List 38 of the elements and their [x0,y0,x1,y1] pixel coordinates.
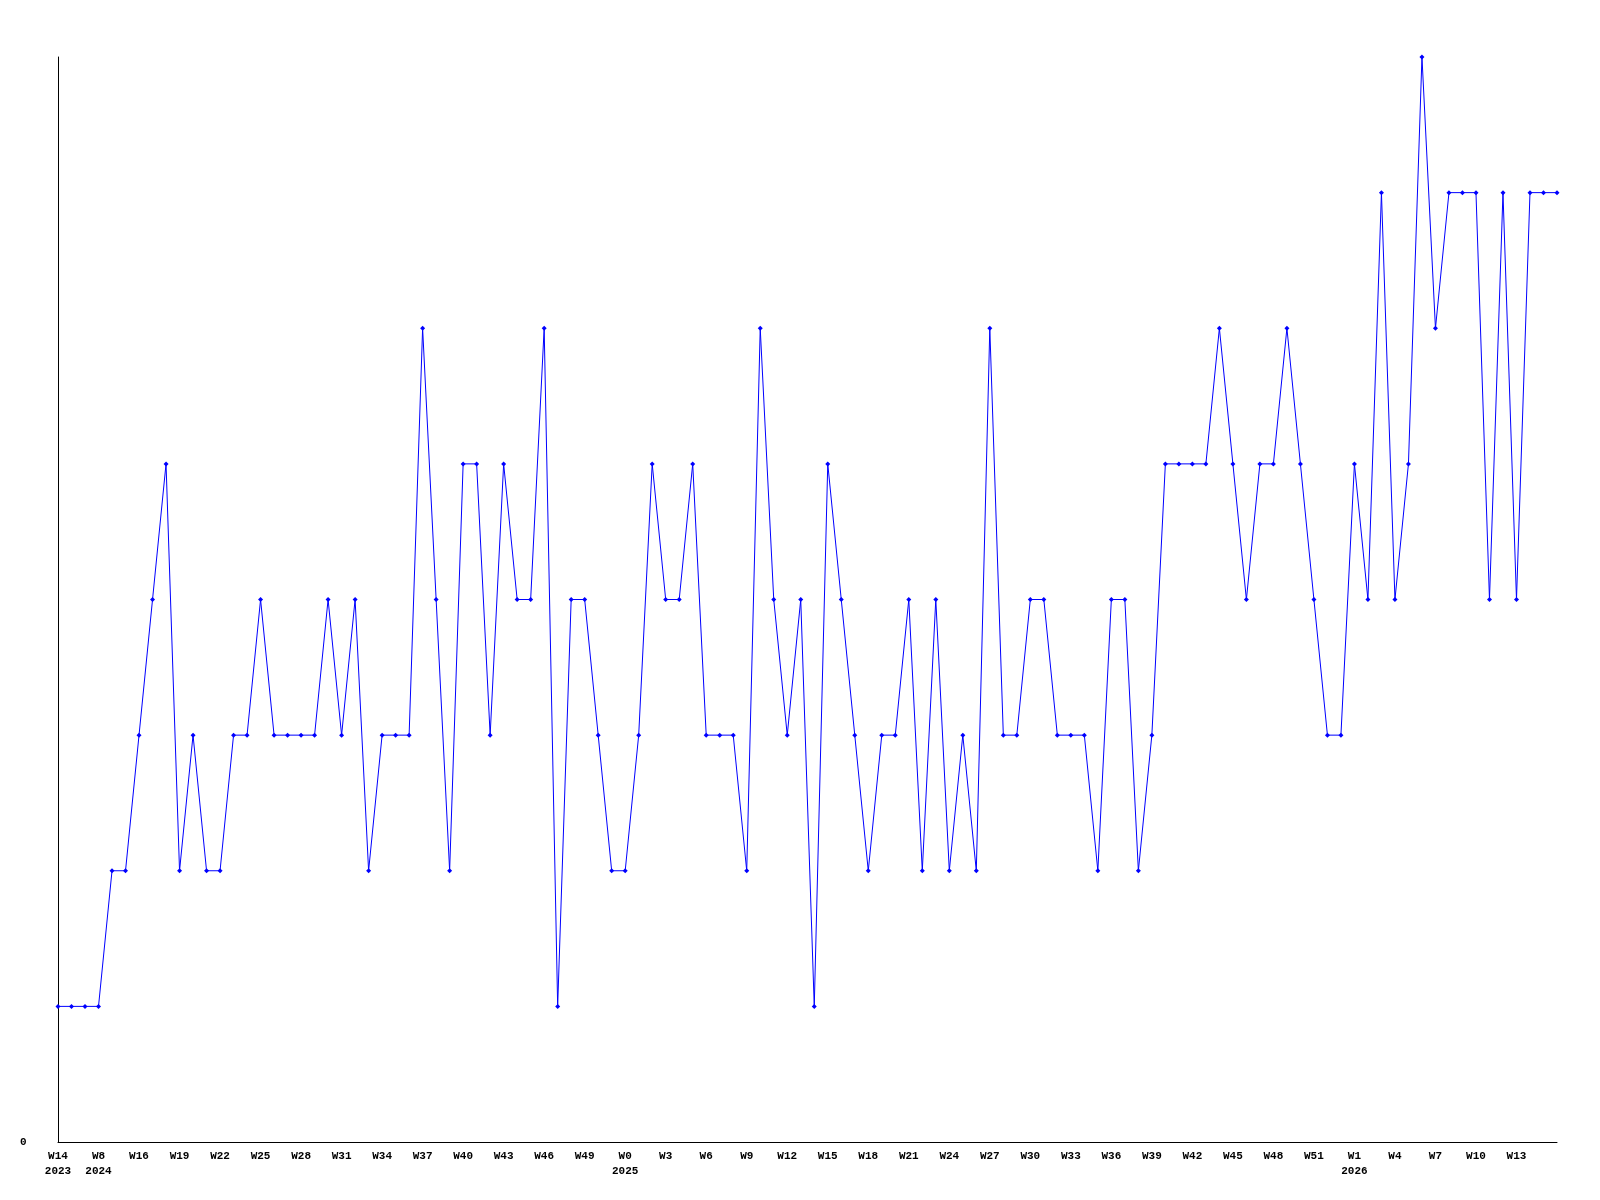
x-tick-label: W24 [939,1149,960,1162]
x-tick-label: W1 2026 [1341,1149,1368,1177]
x-tick-label: W4 [1388,1149,1402,1162]
x-tick-label: W49 [574,1149,595,1162]
x-tick-label: W46 [534,1149,555,1162]
x-tick-label: W51 [1304,1149,1325,1162]
x-tick-label: W3 [659,1149,673,1162]
x-tick-label: W40 [453,1149,474,1162]
x-tick-label: W14 2023 [44,1149,72,1177]
x-tick-label: W33 [1060,1149,1082,1162]
x-tick-label: W19 [169,1149,190,1162]
x-tick-label: W7 [1428,1149,1443,1162]
x-tick-label: W13 [1506,1149,1527,1162]
x-tick-label: W21 [898,1149,920,1162]
x-tick-label: W10 [1466,1149,1486,1162]
x-tick-label: W22 [210,1149,230,1162]
x-tick-label: W34 [372,1149,393,1162]
x-tick-label: W39 [1141,1149,1162,1162]
x-tick-label: W16 [129,1149,149,1162]
x-tick-label: W43 [493,1149,514,1162]
x-tick-label: W27 [979,1149,1000,1162]
x-tick-label: W9 [740,1149,754,1162]
x-tick-label: W31 [331,1149,352,1162]
x-tick-label: W25 [250,1149,271,1162]
x-tick-label: W30 [1020,1149,1041,1162]
x-tick-label: W15 [817,1149,839,1162]
x-tick-label: W36 [1101,1149,1122,1162]
x-tick-label: W0 2025 [611,1149,639,1177]
x-tick-label: W42 [1182,1149,1203,1162]
x-tick-label: W18 [858,1149,879,1162]
x-tick-label: W28 [291,1149,312,1162]
x-tick-label: W8 2024 [85,1149,113,1177]
text: 0 [20,1135,27,1148]
x-tick-label: W37 [412,1149,433,1162]
x-tick-label: W12 [777,1149,798,1162]
x-tick-label: W6 [699,1149,713,1162]
x-tick-label: W45 [1222,1149,1244,1162]
x-tick-label: W48 [1263,1149,1284,1162]
